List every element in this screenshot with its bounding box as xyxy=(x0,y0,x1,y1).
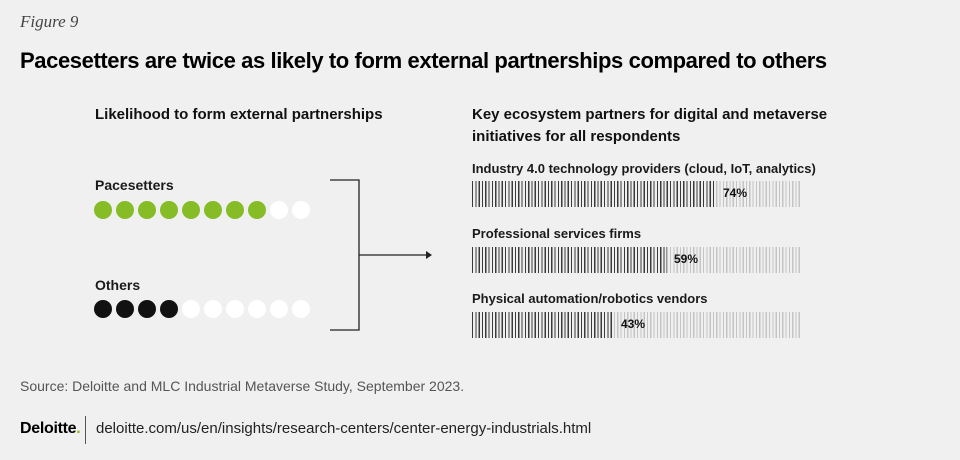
pacesetters-empty-dot xyxy=(292,201,310,219)
bracket-connector xyxy=(330,179,432,331)
others-empty-dot xyxy=(182,300,200,318)
bar-physical-automation xyxy=(472,312,614,338)
footer-divider xyxy=(85,416,86,444)
bar-track-industry-4-0: 74% xyxy=(472,181,802,207)
bar-label-professional-services: Professional services firms xyxy=(472,226,642,241)
bracket-line xyxy=(330,179,360,331)
others-filled-dot xyxy=(160,300,178,318)
logo-dot: . xyxy=(76,420,81,437)
bar-industry-4-0 xyxy=(472,181,716,207)
arrow-head xyxy=(426,251,432,259)
others-filled-dot xyxy=(94,300,112,318)
dot-row-others xyxy=(94,300,310,318)
group-label-pacesetters: Pacesetters xyxy=(95,177,174,193)
bar-label-physical-automation: Physical automation/robotics vendors xyxy=(472,291,708,306)
pacesetters-filled-dot xyxy=(226,201,244,219)
others-filled-dot xyxy=(138,300,156,318)
figure-label: Figure 9 xyxy=(20,12,79,31)
dot-row-pacesetters xyxy=(94,201,310,219)
pacesetters-filled-dot xyxy=(204,201,222,219)
pacesetters-filled-dot xyxy=(116,201,134,219)
bar-professional-services xyxy=(472,247,667,273)
others-empty-dot xyxy=(248,300,266,318)
right-chart-heading: Key ecosystem partners for digital and m… xyxy=(472,106,828,145)
deloitte-logo: Deloitte. xyxy=(20,420,81,438)
footer-url-link[interactable]: deloitte.com/us/en/insights/research-cen… xyxy=(96,420,592,437)
others-filled-dot xyxy=(116,300,134,318)
others-empty-dot xyxy=(270,300,288,318)
logo-wordmark: Deloitte xyxy=(20,420,77,437)
pacesetters-filled-dot xyxy=(248,201,266,219)
pacesetters-filled-dot xyxy=(182,201,200,219)
pacesetters-empty-dot xyxy=(270,201,288,219)
pacesetters-filled-dot xyxy=(94,201,112,219)
others-empty-dot xyxy=(226,300,244,318)
bar-track-professional-services: 59% xyxy=(472,247,802,273)
page-title: Pacesetters are twice as likely to form … xyxy=(20,48,827,73)
group-label-others: Others xyxy=(95,277,141,293)
bar-value-industry-4-0: 74% xyxy=(723,186,748,200)
left-chart-heading: Likelihood to form external partnerships xyxy=(95,106,383,123)
bar-label-industry-4-0: Industry 4.0 technology providers (cloud… xyxy=(472,161,816,176)
bar-value-physical-automation: 43% xyxy=(621,317,646,331)
bar-track-physical-automation: 43% xyxy=(472,312,802,338)
bar-value-professional-services: 59% xyxy=(674,252,699,266)
others-empty-dot xyxy=(292,300,310,318)
source-note: Source: Deloitte and MLC Industrial Meta… xyxy=(20,378,465,394)
pacesetters-filled-dot xyxy=(160,201,178,219)
pacesetters-filled-dot xyxy=(138,201,156,219)
others-empty-dot xyxy=(204,300,222,318)
